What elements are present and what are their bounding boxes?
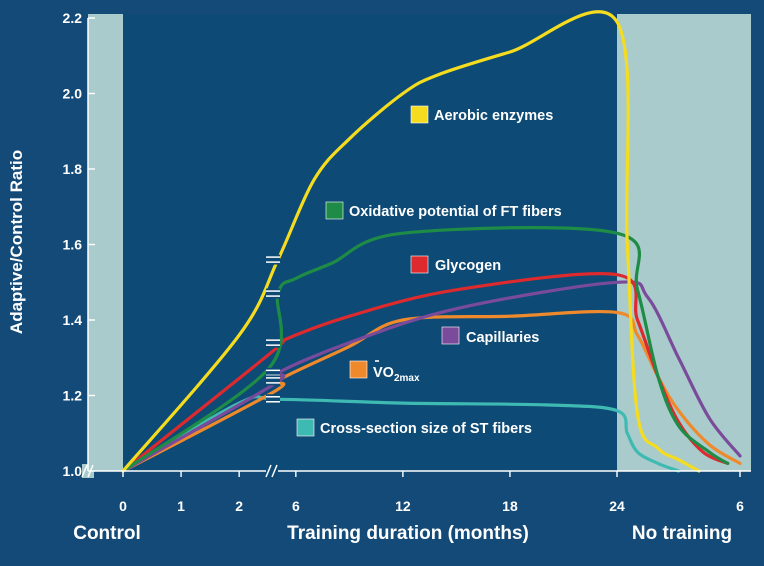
- axis-break-slash: [265, 464, 272, 478]
- legend-label: Oxidative potential of FT fibers: [349, 204, 562, 220]
- legend: Aerobic enzymes Oxidative potential of F…: [296, 105, 562, 437]
- legend-item-oxidative-potential: Oxidative potential of FT fibers: [325, 201, 562, 220]
- series-line-capillaries: [121, 280, 742, 473]
- training-region: [123, 14, 617, 471]
- break-marker-capillaries: [266, 367, 280, 378]
- series-line-glycogen: [121, 271, 730, 473]
- x-tick-label: 6: [736, 498, 744, 514]
- legend-swatch: [410, 255, 429, 274]
- axis-break-gap: [266, 464, 278, 478]
- y-axis-label: Adaptive/Control Ratio: [7, 150, 26, 334]
- break-marker-glycogen: [266, 337, 280, 348]
- section-label-control: Control: [73, 523, 141, 544]
- series-line-v-o2max: [121, 309, 742, 473]
- legend-item-vo2max: VO2max: [349, 360, 420, 384]
- legend-label: Cross-section size of ST fibers: [320, 421, 532, 437]
- break-marker-v-o2max: [266, 375, 280, 386]
- break-marker-cross-section-size-of-st-fibers: [266, 394, 280, 405]
- x-tick-label: 24: [609, 498, 625, 514]
- axis-break-slash: [271, 464, 278, 478]
- series-line-oxidative-potential-of-ft-fibers: [121, 226, 730, 473]
- x-tick-label: 12: [395, 498, 411, 514]
- legend-swatch: [349, 360, 368, 379]
- y-tick-label: 1.6: [63, 237, 83, 253]
- legend-swatch: [296, 418, 315, 437]
- axis-break-slash: [81, 464, 88, 478]
- section-label-no-training: No training: [632, 523, 732, 544]
- x-tick-label: 18: [502, 498, 518, 514]
- x-tick-label: 6: [292, 498, 300, 514]
- legend-label-subscript: 2max: [394, 373, 420, 384]
- axis-break-middle: [265, 464, 278, 478]
- y-tick-label: 1.0: [63, 463, 83, 479]
- x-ticks: 0 1 2 6 12 18 24 6: [119, 471, 744, 514]
- legend-item-glycogen: Glycogen: [410, 255, 501, 274]
- y-tick-label: 2.2: [63, 10, 83, 26]
- legend-swatch: [325, 201, 344, 220]
- control-region: [88, 14, 123, 471]
- section-label-training: Training duration (months): [287, 523, 529, 544]
- legend-swatch: [410, 105, 429, 124]
- legend-label: Glycogen: [435, 258, 501, 274]
- x-tick-label: 0: [119, 498, 127, 514]
- legend-label: VO2max: [373, 365, 420, 384]
- x-tick-label: 1: [177, 498, 185, 514]
- break-gap: [266, 337, 280, 348]
- legend-label: Capillaries: [466, 330, 539, 346]
- series-break-markers: [266, 254, 280, 405]
- y-tick-label: 1.4: [63, 312, 83, 328]
- y-tick-label: 1.8: [63, 161, 83, 177]
- x-tick-label: 2: [235, 498, 243, 514]
- legend-swatch: [441, 326, 460, 345]
- series-lines: [121, 10, 742, 473]
- y-ticks: 1.0 1.2 1.4 1.6 1.8 2.0 2.2: [63, 10, 95, 479]
- legend-item-cross-section: Cross-section size of ST fibers: [296, 418, 532, 437]
- y-tick-label: 1.2: [63, 388, 83, 404]
- break-gap: [266, 254, 280, 265]
- break-gap: [266, 367, 280, 378]
- legend-item-aerobic-enzymes: Aerobic enzymes: [410, 105, 553, 124]
- break-gap: [266, 394, 280, 405]
- legend-label-main: VO: [373, 365, 394, 381]
- y-tick-label: 2.0: [63, 86, 83, 102]
- break-marker-oxidative-potential-of-ft-fibers: [266, 288, 280, 299]
- detraining-region: [617, 14, 751, 471]
- legend-item-capillaries: Capillaries: [441, 326, 539, 346]
- break-marker-aerobic-enzymes: [266, 254, 280, 265]
- legend-label: Aerobic enzymes: [434, 108, 553, 124]
- break-gap: [266, 288, 280, 299]
- break-gap: [266, 375, 280, 386]
